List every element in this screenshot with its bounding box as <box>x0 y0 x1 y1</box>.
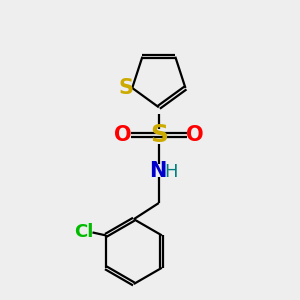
Text: S: S <box>150 123 168 147</box>
Text: Cl: Cl <box>74 224 93 242</box>
Text: H: H <box>164 163 178 181</box>
Text: S: S <box>118 78 133 98</box>
Text: O: O <box>186 125 204 145</box>
Text: N: N <box>149 160 166 181</box>
Text: O: O <box>114 125 131 145</box>
